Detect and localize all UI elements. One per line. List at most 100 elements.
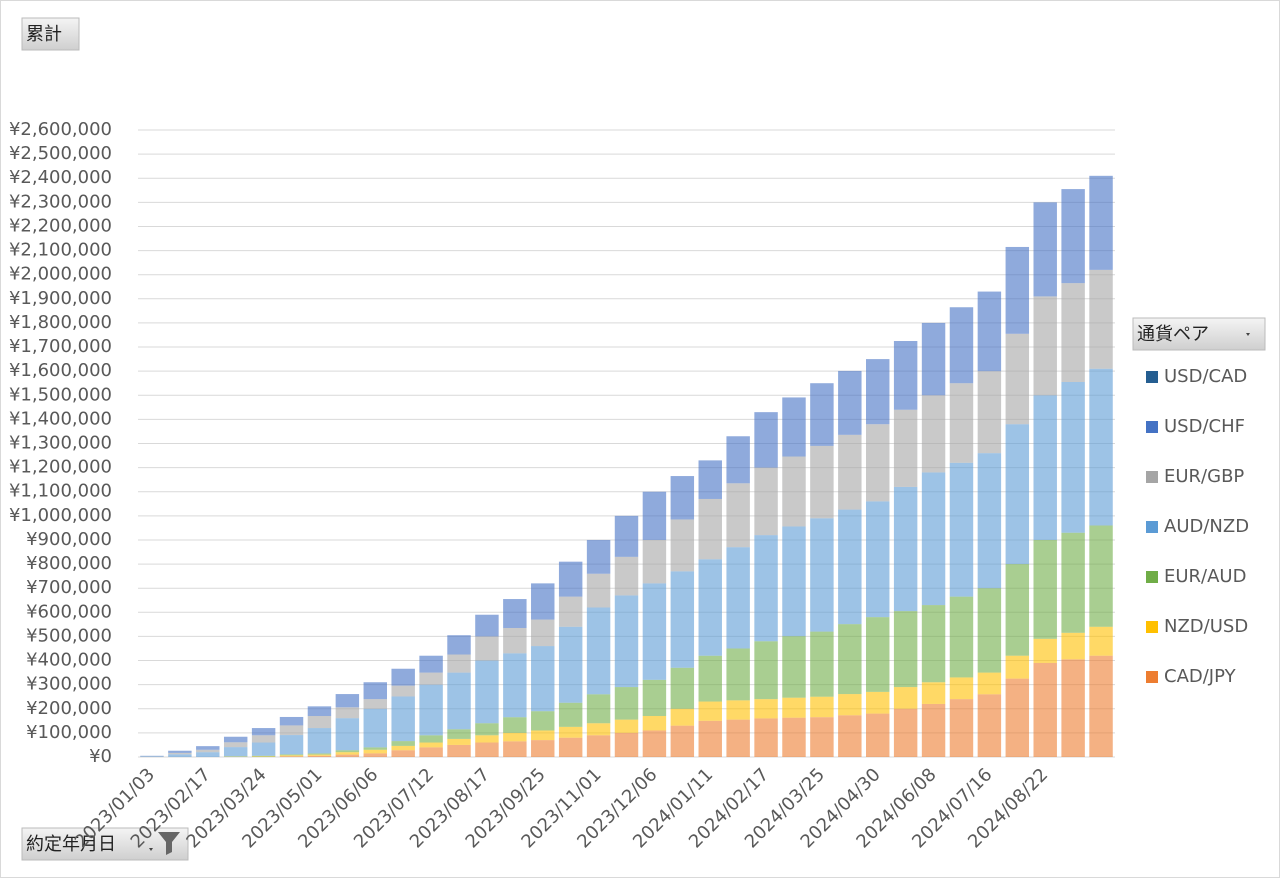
bar-segment bbox=[475, 614, 499, 637]
bar-segment bbox=[726, 700, 750, 720]
legend-label: CAD/JPY bbox=[1164, 666, 1237, 687]
bar-segment bbox=[475, 723, 499, 736]
bar-segment bbox=[391, 750, 415, 757]
bar-segment bbox=[949, 307, 974, 384]
bar-segment bbox=[810, 717, 834, 757]
legend-label: USD/CAD bbox=[1164, 366, 1247, 387]
bar-segment bbox=[977, 672, 1002, 695]
bar-segment bbox=[754, 467, 778, 536]
bar-segment bbox=[1033, 539, 1057, 639]
bar-segment bbox=[279, 756, 304, 757]
y-tick-label: ¥1,500,000 bbox=[9, 384, 112, 405]
bar-segment bbox=[614, 719, 639, 733]
bar-segment bbox=[949, 699, 974, 757]
bar-segment bbox=[893, 687, 918, 709]
bar-segment bbox=[196, 749, 220, 753]
bar-segment bbox=[419, 747, 443, 757]
bar-segment bbox=[838, 370, 862, 435]
bar-segment bbox=[391, 745, 415, 751]
bar-segment bbox=[866, 713, 890, 757]
bar-segment bbox=[307, 753, 332, 755]
bar-segment bbox=[949, 677, 974, 700]
bar-segment bbox=[949, 462, 974, 597]
y-tick-label: ¥1,200,000 bbox=[9, 457, 112, 478]
bar-segment bbox=[1033, 296, 1057, 396]
bar-segment bbox=[754, 412, 778, 468]
legend-swatch bbox=[1146, 521, 1158, 533]
bar-segment bbox=[838, 715, 862, 757]
legend-swatch bbox=[1146, 471, 1158, 483]
y-tick-label: ¥300,000 bbox=[26, 674, 112, 695]
bar-segment bbox=[503, 653, 527, 718]
bar-segment bbox=[1033, 395, 1057, 540]
bar-segment bbox=[614, 556, 639, 596]
y-tick-label: ¥600,000 bbox=[26, 601, 112, 622]
bar-segment bbox=[698, 655, 722, 702]
bar-segment bbox=[307, 716, 332, 729]
bar-segment bbox=[866, 691, 890, 714]
bar-segment bbox=[782, 717, 806, 757]
bar-segment bbox=[698, 701, 722, 721]
legend-label: EUR/AUD bbox=[1164, 566, 1246, 587]
bar-segment bbox=[726, 483, 750, 548]
bar-segment bbox=[1061, 659, 1085, 757]
bar-segment bbox=[335, 718, 360, 751]
bar-segment bbox=[419, 655, 443, 673]
bar-segment bbox=[335, 750, 360, 753]
bar-segment bbox=[1061, 189, 1085, 284]
button-label: 累計 bbox=[26, 24, 62, 45]
bar-segment bbox=[810, 383, 834, 446]
bar-segment bbox=[335, 752, 360, 755]
bar-segment bbox=[782, 697, 806, 718]
bar-segment bbox=[1033, 202, 1057, 297]
bar-segment bbox=[866, 424, 890, 502]
value-field-button[interactable]: 累計 bbox=[21, 17, 80, 51]
bar-segment bbox=[642, 539, 667, 584]
bar-segment bbox=[810, 631, 834, 697]
bar-segment bbox=[670, 667, 695, 709]
bar-segment bbox=[447, 729, 471, 739]
bar-segment bbox=[419, 684, 443, 736]
bar-segment bbox=[558, 726, 583, 738]
y-tick-label: ¥100,000 bbox=[26, 722, 112, 743]
bar-segment bbox=[531, 583, 555, 620]
bar-segment bbox=[447, 744, 471, 757]
bar-segment bbox=[782, 636, 806, 698]
bar-segment bbox=[782, 397, 806, 457]
legend-label: USD/CHF bbox=[1164, 416, 1245, 437]
bar-segment bbox=[921, 703, 946, 757]
bar-segment bbox=[866, 617, 890, 692]
legend-swatch bbox=[1146, 421, 1158, 433]
bar-segment bbox=[1005, 246, 1030, 334]
bar-segment bbox=[419, 742, 443, 748]
bar-segment bbox=[223, 736, 248, 743]
y-tick-label: ¥500,000 bbox=[26, 625, 112, 646]
bar-segment bbox=[447, 738, 471, 745]
legend-swatch bbox=[1146, 671, 1158, 683]
bar-segment bbox=[726, 648, 750, 701]
bar-segment bbox=[893, 341, 918, 410]
bar-segment bbox=[977, 371, 1002, 454]
y-tick-label: ¥2,300,000 bbox=[9, 191, 112, 212]
bar-segment bbox=[642, 491, 667, 540]
bar-segment bbox=[838, 694, 862, 716]
legend-swatch bbox=[1146, 621, 1158, 633]
bar-segment bbox=[503, 599, 527, 628]
bar-segment bbox=[531, 730, 555, 741]
bar-segment bbox=[196, 746, 220, 750]
axis-field-button[interactable]: 約定年月日 bbox=[21, 827, 189, 861]
y-tick-label: ¥2,200,000 bbox=[9, 215, 112, 236]
bar-segment bbox=[531, 740, 555, 757]
bar-segment bbox=[531, 646, 555, 712]
bar-segment bbox=[1033, 662, 1057, 757]
bar-segment bbox=[893, 611, 918, 688]
y-tick-label: ¥0 bbox=[89, 746, 112, 767]
bar-segment bbox=[670, 571, 695, 668]
legend-field-button[interactable]: 通貨ペア bbox=[1132, 317, 1266, 351]
bar-segment bbox=[614, 595, 639, 688]
bar-segment bbox=[670, 476, 695, 520]
y-tick-label: ¥2,600,000 bbox=[9, 119, 112, 140]
bar-segment bbox=[391, 696, 415, 742]
bar-segment bbox=[921, 605, 946, 683]
bar-segment bbox=[698, 498, 722, 560]
